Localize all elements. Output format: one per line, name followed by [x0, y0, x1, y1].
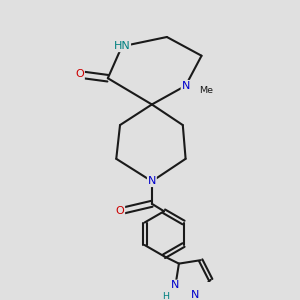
- Text: N: N: [182, 81, 190, 91]
- Text: N: N: [171, 280, 180, 290]
- Text: H: H: [163, 292, 170, 300]
- Text: Me: Me: [199, 86, 213, 95]
- Text: N: N: [148, 176, 156, 186]
- Text: N: N: [191, 290, 199, 300]
- Text: HN: HN: [113, 41, 130, 51]
- Text: O: O: [116, 206, 124, 216]
- Text: O: O: [75, 70, 84, 80]
